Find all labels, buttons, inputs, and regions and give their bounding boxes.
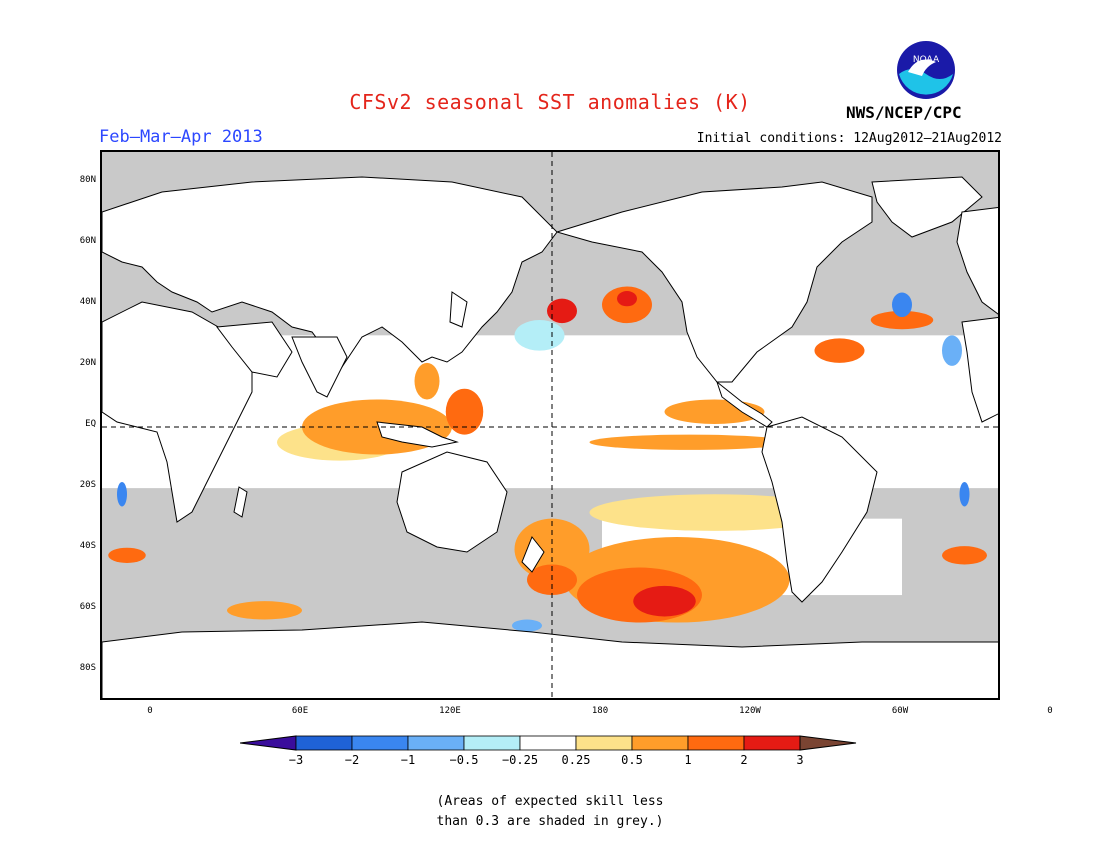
anomaly-region	[414, 362, 440, 400]
colorbar-bin	[631, 735, 689, 751]
colorbar-tick-label: −1	[400, 753, 416, 767]
colorbar-tick-label: −0.25	[501, 753, 539, 767]
colorbar-bin	[295, 735, 353, 751]
longitude-label: 0	[1047, 706, 1053, 716]
land-new-zealand	[521, 536, 545, 573]
colorbar-tick-label: 0.5	[621, 753, 643, 767]
anomaly-region	[547, 298, 577, 324]
anomaly-region	[814, 338, 865, 363]
longitude-label: 120E	[439, 706, 461, 716]
anomaly-region	[959, 482, 970, 507]
forecast-period: Feb–Mar–Apr 2013	[99, 127, 263, 147]
colorbar-bin	[407, 735, 465, 751]
colorbar-bin	[743, 735, 801, 751]
colorbar-bin	[687, 735, 745, 751]
land-madagascar	[233, 486, 248, 518]
land-japan	[449, 291, 468, 328]
anomaly-region	[117, 482, 127, 507]
colorbar-tick-label: 3	[796, 753, 804, 767]
land-layer	[102, 176, 998, 698]
initial-conditions: Initial conditions: 12Aug2012–21Aug2012	[696, 131, 1002, 146]
longitude-label: 60W	[891, 706, 909, 716]
logo-text: NOAA	[913, 55, 940, 65]
agency-label: NWS/NCEP/CPC	[846, 103, 962, 122]
colorbar-max-arrow	[799, 735, 857, 751]
colorbar-tick-label: 0.25	[561, 753, 591, 767]
latitude-label: 60N	[79, 235, 96, 246]
land-north-america	[555, 181, 873, 383]
colorbar-tick-label: −2	[344, 753, 360, 767]
colorbar-tick-label: −3	[288, 753, 304, 767]
latitude-label: 40N	[79, 296, 96, 307]
land-central-america	[715, 380, 773, 428]
latitude-label: 20S	[79, 480, 96, 491]
footnote: (Areas of expected skill less than 0.3 a…	[0, 792, 1100, 832]
footnote-line-2: than 0.3 are shaded in grey.)	[436, 814, 664, 829]
latitude-label: EQ	[85, 419, 96, 429]
longitude-label: 180	[591, 706, 609, 716]
land-antarctica	[102, 621, 998, 698]
anomaly-region	[892, 292, 912, 317]
colorbar-bin	[575, 735, 633, 751]
colorbar-bin	[463, 735, 521, 751]
chart-title: CFSv2 seasonal SST anomalies (K)	[349, 90, 751, 114]
colorbar-tick-label: 1	[684, 753, 692, 767]
land-africa-east-edge	[961, 316, 998, 423]
noaa-logo: NOAA	[896, 40, 956, 100]
anomaly-region	[633, 585, 696, 617]
land-india	[291, 336, 348, 398]
land-europe-east-edge	[956, 206, 998, 315]
anomaly-region	[514, 320, 565, 351]
land-eurasia	[102, 176, 558, 368]
latitude-label: 60S	[79, 602, 96, 613]
latitude-label: 40S	[79, 541, 96, 552]
land-indonesia	[376, 421, 459, 448]
latitude-label: 80N	[79, 174, 96, 185]
anomaly-region	[589, 434, 790, 450]
colorbar	[240, 735, 857, 751]
colorbar-min-arrow	[240, 735, 297, 751]
sst-anomaly-map	[100, 150, 1000, 700]
anomaly-region	[870, 310, 934, 330]
colorbar-tick-label: −0.5	[449, 753, 479, 767]
anomaly-region	[227, 601, 302, 620]
anomaly-region	[108, 547, 146, 563]
land-south-america	[761, 416, 878, 603]
latitude-label: 20N	[79, 357, 96, 368]
anomaly-region	[617, 291, 637, 307]
anomaly-region	[445, 388, 484, 435]
longitude-label: 60E	[291, 706, 309, 716]
anomaly-region	[512, 619, 542, 632]
anomaly-region	[942, 546, 987, 565]
land-arabia	[216, 321, 293, 378]
colorbar-bin	[519, 735, 577, 751]
longitude-label: 120W	[739, 706, 761, 716]
latitude-label: 80S	[79, 663, 96, 674]
land-greenland	[871, 176, 983, 238]
anomaly-region	[942, 335, 962, 366]
anomaly-layer	[102, 190, 998, 632]
colorbar-bin	[351, 735, 409, 751]
longitude-label: 0	[147, 706, 153, 716]
colorbar-tick-label: 2	[740, 753, 748, 767]
footnote-line-1: (Areas of expected skill less	[436, 794, 664, 809]
land-australia	[396, 451, 508, 553]
